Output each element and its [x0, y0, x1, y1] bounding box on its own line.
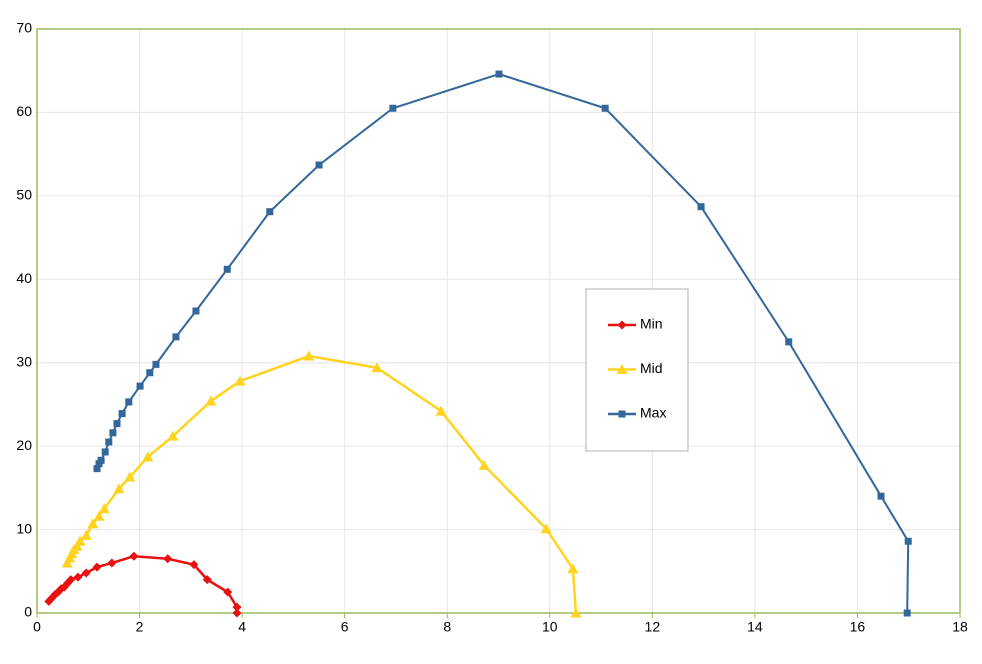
marker [570, 607, 582, 618]
x-tick-label: 16 [850, 619, 866, 635]
marker [107, 558, 117, 568]
marker [101, 448, 109, 456]
marker [125, 398, 133, 406]
marker [371, 362, 383, 373]
x-tick-label: 10 [542, 619, 558, 635]
x-tick-label: 2 [136, 619, 144, 635]
marker [205, 395, 217, 406]
marker [202, 575, 212, 585]
marker [435, 405, 447, 416]
y-tick-label: 60 [16, 103, 32, 119]
marker [540, 523, 552, 534]
marker [192, 307, 200, 315]
y-tick-label: 0 [24, 604, 32, 620]
marker [152, 360, 160, 368]
marker [105, 438, 113, 446]
marker [66, 575, 76, 585]
marker [495, 70, 503, 78]
y-tick-label: 10 [16, 520, 32, 536]
marker [785, 338, 793, 346]
marker [71, 540, 83, 551]
marker [146, 369, 154, 377]
marker [389, 104, 397, 112]
y-tick-label: 70 [16, 20, 32, 36]
marker [98, 503, 110, 514]
x-tick-label: 18 [952, 619, 968, 635]
marker [601, 104, 609, 112]
series-line [47, 555, 239, 613]
x-tick-label: 0 [33, 619, 41, 635]
marker [87, 518, 99, 529]
marker [903, 609, 911, 617]
marker [129, 551, 139, 561]
marker [136, 382, 144, 390]
y-tick-label: 20 [16, 437, 32, 453]
legend-label: Mid [640, 360, 663, 376]
marker [232, 608, 242, 618]
marker [315, 161, 323, 169]
y-tick-label: 30 [16, 353, 32, 369]
legend-marker [617, 320, 627, 330]
legend: Min Mid Max [585, 288, 689, 452]
marker [93, 465, 101, 473]
plot-frame [36, 28, 961, 614]
marker [118, 410, 126, 418]
marker [74, 535, 86, 546]
marker [697, 203, 705, 211]
marker [234, 375, 246, 386]
x-tick-label: 12 [645, 619, 661, 635]
marker [904, 537, 912, 545]
marker [73, 572, 83, 582]
x-tick-label: 6 [341, 619, 349, 635]
marker [113, 483, 125, 494]
marker [223, 587, 233, 597]
marker [266, 208, 274, 216]
marker [80, 529, 92, 540]
legend-marker [616, 364, 628, 374]
marker [81, 568, 91, 578]
marker [61, 557, 73, 568]
marker [113, 420, 121, 428]
marker [93, 510, 105, 521]
marker [92, 562, 102, 572]
marker [478, 459, 490, 470]
series-line [66, 354, 578, 614]
marker [163, 554, 173, 564]
marker [189, 560, 199, 570]
x-tick-label: 8 [443, 619, 451, 635]
marker [172, 333, 180, 341]
legend-label: Max [640, 405, 666, 421]
y-tick-label: 40 [16, 270, 32, 286]
marker [567, 563, 579, 574]
x-tick-label: 14 [747, 619, 763, 635]
marker [232, 602, 242, 612]
x-tick-label: 4 [238, 619, 246, 635]
marker [97, 456, 105, 464]
legend-box [585, 288, 689, 452]
marker [167, 430, 179, 441]
legend-label: Min [640, 316, 663, 332]
marker [303, 350, 315, 361]
legend-marker [618, 410, 626, 418]
marker [124, 471, 136, 482]
marker [142, 451, 154, 462]
marker [109, 429, 117, 437]
marker [223, 265, 231, 273]
marker [877, 492, 885, 500]
y-tick-label: 50 [16, 187, 32, 203]
